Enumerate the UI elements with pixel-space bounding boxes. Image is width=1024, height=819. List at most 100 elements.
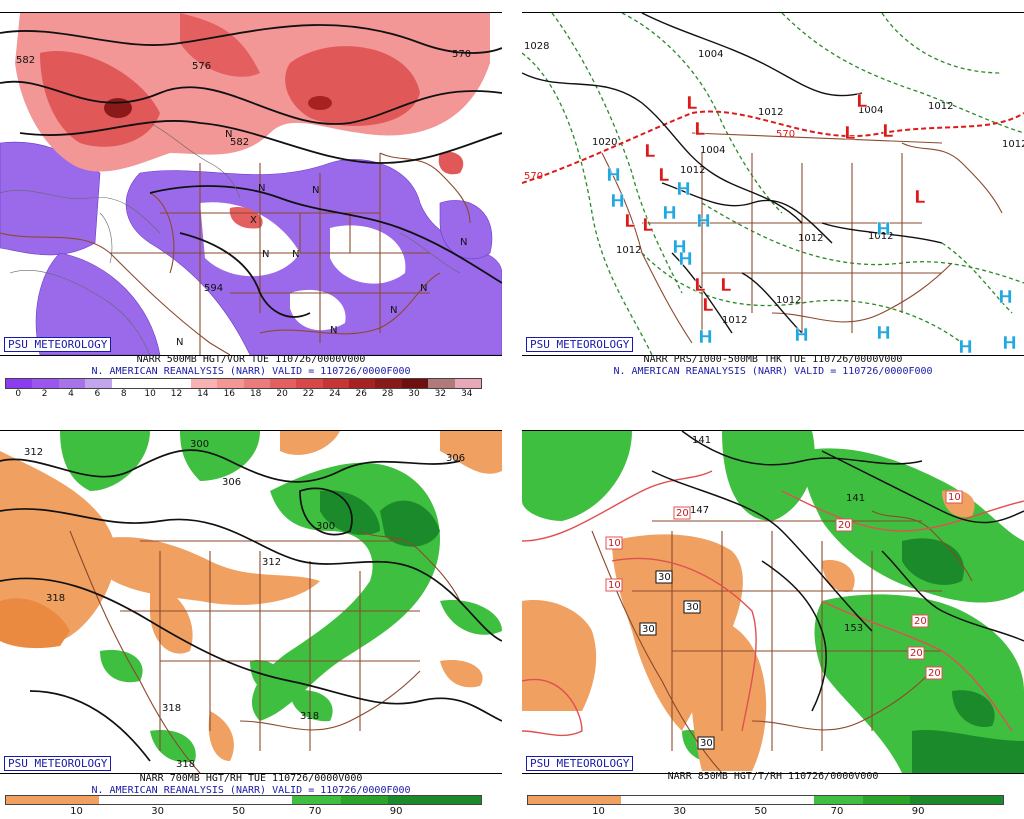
vort-marker: N [176, 337, 183, 348]
temp-label-box: 10 [605, 578, 623, 592]
high-symbol: H [676, 179, 691, 200]
svg-text:30: 30 [700, 738, 713, 749]
vorticity-swatch [85, 379, 112, 388]
isobar-labels: 1028 1004 1012 1004 1012 1020 1012 1004 … [524, 41, 1024, 326]
low-pressure-centers: L L L L L L L L L L L L L [624, 91, 926, 317]
svg-text:10: 10 [608, 580, 621, 591]
low-symbol: L [702, 295, 713, 316]
panel-pressure-thickness: 1028 1004 1012 1004 1012 1020 1012 1004 … [522, 0, 1024, 400]
rh-tick: 50 [754, 806, 768, 817]
vorticity-tick: 34 [461, 389, 473, 399]
high-symbol: H [610, 191, 625, 212]
vorticity-tick: 30 [408, 389, 420, 399]
rh-colorbar-ticks: 10 30 50 70 90 [5, 806, 482, 817]
contour-label: 300 [190, 439, 209, 450]
contour-label: 306 [446, 453, 465, 464]
panel-title: NARR PRS/1000-500MB THK TUE 110726/0000V… [643, 354, 903, 365]
vorticity-tick: 4 [68, 389, 74, 399]
high-symbol: H [754, 353, 769, 356]
vorticity-colorbar [5, 378, 482, 389]
vorticity-tick: 8 [120, 389, 127, 399]
contour-label: 1012 [798, 233, 823, 244]
vorticity-swatch [32, 379, 59, 388]
vorticity-swatch [111, 379, 138, 388]
contour-label: 1004 [858, 105, 883, 116]
low-symbol: L [644, 141, 655, 162]
vorticity-swatch [190, 379, 218, 388]
vorticity-swatch [137, 379, 165, 388]
psu-meteorology-badge: PSU METEOROLOGY [4, 756, 112, 771]
panel-500mb-vorticity: 582 576 570 582 594 N N N N X N N N N N … [0, 0, 502, 400]
height-contour-labels: 141 147 141 153 [690, 435, 865, 634]
low-symbol: L [720, 275, 731, 296]
contour-label: 1012 [758, 107, 783, 118]
rh-tick: 10 [592, 806, 605, 817]
geography-lines [591, 510, 973, 773]
isobars [522, 13, 943, 334]
rh-colorbar [5, 795, 482, 805]
temp-label-box: 30 [655, 570, 673, 584]
temp-label-box: 20 [925, 666, 943, 680]
svg-text:20: 20 [910, 648, 923, 659]
rh-tick: 30 [151, 806, 164, 817]
vorticity-swatch [454, 379, 482, 388]
contour-label: 300 [316, 521, 335, 532]
high-symbol: H [1002, 333, 1017, 354]
temp-label-box: 20 [673, 506, 691, 520]
vort-marker: N [330, 325, 337, 336]
thickness-label: 570 [776, 129, 795, 140]
rh-tick: 70 [830, 806, 844, 817]
high-symbol: H [958, 337, 973, 356]
thickness-contours [522, 13, 1024, 355]
dry-rh-fill [522, 489, 975, 771]
vorticity-tick: 26 [355, 389, 367, 399]
vorticity-swatch [217, 379, 244, 388]
contour-label: 318 [162, 703, 181, 714]
vort-marker: X [250, 215, 257, 226]
contour-label: 1012 [868, 231, 893, 242]
panel-title: NARR 700MB HGT/RH TUE 110726/0000V000 [139, 773, 363, 784]
high-symbol: H [876, 323, 891, 344]
high-symbol: H [998, 287, 1013, 308]
rh-tick: 70 [308, 806, 322, 817]
svg-text:30: 30 [686, 602, 699, 613]
vorticity-tick: 32 [434, 389, 447, 399]
psu-meteorology-badge: PSU METEOROLOGY [526, 337, 634, 352]
panel-title: NARR 500MB HGT/VOR TUE 110726/0000V000 [136, 354, 366, 365]
height-contour-labels: 582 576 570 582 594 [16, 49, 471, 294]
high-symbol: H [662, 203, 677, 224]
temp-label-box: 30 [683, 600, 701, 614]
temp-label-box: 20 [835, 518, 853, 532]
contour-label: 582 [16, 55, 35, 66]
panel-850mb-t-rh: 141 147 141 153 20 10 10 20 30 30 30 10 … [522, 419, 1024, 819]
panel-subtitle: N. AMERICAN REANALYSIS (NARR) VALID = 11… [613, 366, 933, 377]
low-symbol: L [686, 93, 697, 114]
vorticity-swatch [164, 379, 191, 388]
svg-text:10: 10 [948, 492, 961, 503]
rh-colorbar-ticks: 10 30 50 70 90 [527, 806, 1004, 817]
high-symbol: H [794, 325, 809, 346]
geography-lines [601, 132, 1003, 344]
panel-subtitle: N. AMERICAN REANALYSIS (NARR) VALID = 11… [91, 785, 411, 796]
vorticity-tick: 16 [223, 389, 236, 399]
height-contours [0, 449, 502, 762]
geography-lines [69, 530, 461, 773]
rh-tick: 10 [70, 806, 83, 817]
map-500mb-vorticity: 582 576 570 582 594 N N N N X N N N N N … [0, 12, 502, 356]
temp-label-box: 10 [945, 490, 963, 504]
vorticity-swatch [428, 379, 455, 388]
contour-label: 1020 [592, 137, 617, 148]
dry-rh-fill [0, 431, 502, 761]
psu-meteorology-badge: PSU METEOROLOGY [4, 337, 112, 352]
rh-tick: 30 [673, 806, 686, 817]
map-pressure-thickness: 1028 1004 1012 1004 1012 1020 1012 1004 … [522, 12, 1024, 356]
panel-700mb-rh: 312 300 306 306 300 312 318 318 318 318 … [0, 419, 502, 819]
high-symbol: H [678, 249, 693, 270]
vorticity-contours [0, 122, 461, 355]
vorticity-tick: 10 [144, 389, 156, 399]
temp-label-box: 30 [697, 736, 715, 750]
low-symbol: L [658, 165, 669, 186]
vorticity-tick: 20 [276, 389, 288, 399]
high-pressure-centers: H H H H H H H H H H H H H H H [606, 165, 1018, 356]
svg-text:10: 10 [608, 538, 621, 549]
